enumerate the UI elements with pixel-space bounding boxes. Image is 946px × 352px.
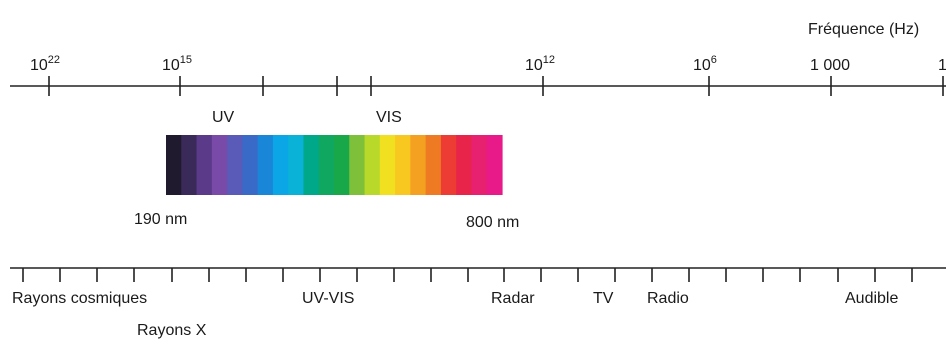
band-ticks [22, 268, 913, 282]
band-label-radar: Radar [491, 290, 535, 307]
freq-tick-label-1000: 1 000 [810, 57, 850, 74]
band-label-radio: Radio [647, 290, 689, 307]
spectrum-stripe [166, 135, 182, 195]
spectrum-stripe [288, 135, 305, 195]
band-label-audible: Audible [845, 290, 898, 307]
freq-tick-label-1: 1 [938, 57, 946, 74]
spectrum-stripe [349, 135, 366, 195]
frequency-ticks [48, 76, 944, 96]
spectrum-stripe [379, 135, 396, 195]
spectrum-stripe [456, 135, 473, 195]
spectrum-stripe [242, 135, 259, 195]
band-label-tv: TV [593, 290, 614, 307]
uv-label: UV [212, 109, 235, 126]
spectrum-stripe [181, 135, 198, 195]
freq-tick-label-1e15: 1015 [162, 54, 192, 74]
band-label-rayons-x: Rayons X [137, 322, 207, 339]
spectrum-start-label: 190 nm [134, 211, 187, 228]
spectrum-stripe [227, 135, 243, 195]
vis-label: VIS [376, 109, 402, 126]
spectrum-stripe [257, 135, 274, 195]
freq-tick-label-1e12: 1012 [525, 54, 555, 74]
freq-tick-label-1e6: 106 [693, 54, 717, 74]
band-label-rayons-cosmiques: Rayons cosmiques [12, 290, 147, 307]
band-label-uv-vis: UV-VIS [302, 290, 354, 307]
spectrum-stripe [395, 135, 411, 195]
spectrum-stripe [211, 135, 228, 195]
spectrum-stripe [272, 135, 289, 195]
spectrum-stripe [410, 135, 427, 195]
spectrum-stripe [318, 135, 335, 195]
spectrum-stripe [425, 135, 442, 195]
freq-tick-label-1e22: 1022 [30, 54, 60, 74]
spectrum-end-label: 800 nm [466, 214, 519, 231]
spectrum-bar [166, 135, 503, 195]
axis-title: Fréquence (Hz) [808, 21, 919, 38]
spectrum-stripe [303, 135, 320, 195]
spectrum-stripe [196, 135, 213, 195]
spectrum-stripe [471, 135, 488, 195]
spectrum-stripe [486, 135, 503, 195]
spectrum-stripe [440, 135, 457, 195]
spectrum-stripe [334, 135, 350, 195]
spectrum-stripe [364, 135, 381, 195]
